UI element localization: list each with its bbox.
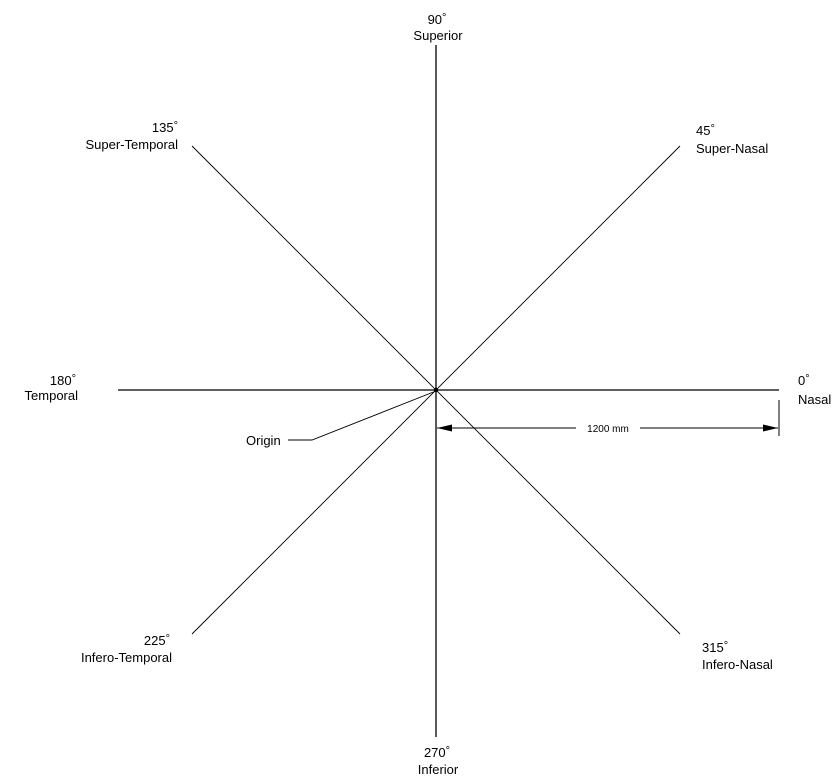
direction-label-infero-temporal: Infero-Temporal [81, 650, 172, 665]
angle-label-180: 180° [50, 373, 76, 388]
direction-label-infero-nasal: Infero-Nasal [702, 657, 773, 672]
angle-label-45: 45° [696, 123, 715, 138]
angle-label-315: 315° [702, 640, 728, 655]
direction-label-temporal: Temporal [25, 388, 79, 403]
origin-leader-line [288, 390, 437, 441]
angle-label-270: 270° [424, 745, 450, 760]
angle-label-135: 135° [152, 120, 178, 135]
direction-label-super-temporal: Super-Temporal [86, 137, 179, 152]
direction-label-superior: Superior [413, 28, 463, 43]
dimension-label: 1200 mm [587, 424, 629, 435]
angle-label-0: 0° [798, 373, 810, 388]
direction-label-nasal: Nasal [798, 392, 831, 407]
dimension-arrow-left [437, 424, 452, 432]
angle-label-90: 90° [428, 12, 447, 27]
dimension-label-background [576, 420, 640, 436]
origin-label: Origin [246, 433, 281, 448]
dimension-arrow-right [763, 424, 778, 432]
direction-label-inferior: Inferior [418, 762, 459, 777]
angle-label-225: 225° [144, 633, 170, 648]
direction-label-super-nasal: Super-Nasal [696, 141, 768, 156]
